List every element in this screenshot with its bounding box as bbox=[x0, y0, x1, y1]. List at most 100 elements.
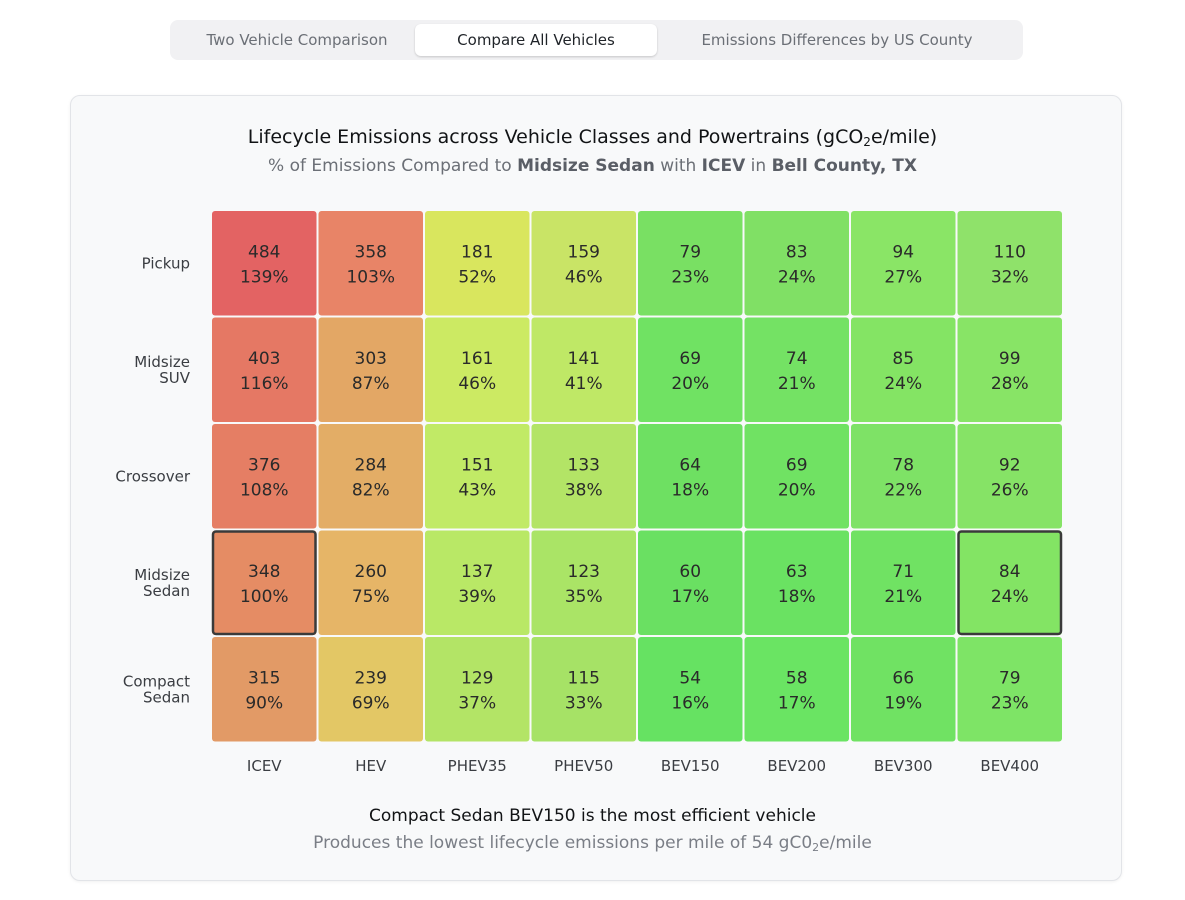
heatmap-cell[interactable] bbox=[425, 211, 530, 316]
heatmap-cell[interactable] bbox=[638, 317, 743, 423]
heatmap-cell[interactable] bbox=[957, 317, 1063, 423]
row-label: Midsize bbox=[134, 566, 190, 584]
column-label: HEV bbox=[355, 757, 387, 775]
column-label: PHEV50 bbox=[554, 757, 613, 775]
summary-detail: Produces the lowest lifecycle emissions … bbox=[313, 833, 872, 854]
cell-percent-label: 46% bbox=[458, 374, 496, 394]
highlight-outline bbox=[211, 530, 317, 636]
heatmap-cell[interactable] bbox=[957, 530, 1063, 636]
heatmap-cell[interactable] bbox=[638, 211, 743, 316]
cell-percent-label: 23% bbox=[991, 693, 1029, 713]
column-label: PHEV35 bbox=[448, 757, 507, 775]
cell-value-label: 63 bbox=[786, 562, 808, 582]
cell-percent-label: 28% bbox=[991, 374, 1029, 394]
cell-percent-label: 108% bbox=[240, 480, 289, 500]
cell-percent-label: 69% bbox=[352, 693, 390, 713]
heatmap-cell[interactable] bbox=[638, 637, 743, 742]
heatmap-cell[interactable] bbox=[851, 424, 956, 529]
heatmap-cell[interactable] bbox=[851, 637, 956, 742]
heatmap-cell[interactable] bbox=[212, 637, 317, 742]
cell-percent-label: 139% bbox=[240, 267, 289, 287]
heatmap-cell[interactable] bbox=[531, 637, 637, 742]
heatmap-cell[interactable] bbox=[425, 637, 530, 742]
heatmap-cell[interactable] bbox=[744, 637, 850, 742]
tab-compare-all-vehicles[interactable]: Compare All Vehicles bbox=[415, 24, 657, 56]
cell-percent-label: 46% bbox=[565, 267, 603, 287]
cell-value-label: 85 bbox=[892, 349, 914, 369]
row-label: SUV bbox=[159, 369, 191, 387]
heatmap-cell[interactable] bbox=[744, 424, 850, 529]
cell-value-label: 115 bbox=[568, 668, 600, 688]
cell-percent-label: 24% bbox=[778, 267, 816, 287]
row-label: Midsize bbox=[134, 353, 190, 371]
heatmap-cell[interactable] bbox=[531, 317, 637, 423]
heatmap-cell[interactable] bbox=[638, 530, 743, 636]
cell-value-label: 284 bbox=[355, 455, 387, 475]
cell-percent-label: 20% bbox=[778, 480, 816, 500]
cell-percent-label: 21% bbox=[884, 587, 922, 607]
heatmap-cell[interactable] bbox=[851, 211, 956, 316]
cell-value-label: 58 bbox=[786, 668, 808, 688]
heatmap-cell[interactable] bbox=[318, 424, 424, 529]
heatmap-cell[interactable] bbox=[425, 530, 530, 636]
cell-value-label: 141 bbox=[568, 349, 600, 369]
heatmap-cell[interactable] bbox=[957, 637, 1063, 742]
heatmap-cell[interactable] bbox=[212, 317, 317, 423]
row-label: Sedan bbox=[143, 688, 190, 706]
heatmap-cell[interactable] bbox=[531, 530, 637, 636]
cell-percent-label: 100% bbox=[240, 587, 289, 607]
cell-value-label: 54 bbox=[679, 668, 701, 688]
cell-percent-label: 21% bbox=[778, 374, 816, 394]
tab-two-vehicle-comparison[interactable]: Two Vehicle Comparison bbox=[206, 31, 388, 49]
cell-percent-label: 19% bbox=[884, 693, 922, 713]
heatmap-cell[interactable] bbox=[638, 424, 743, 529]
row-label: Pickup bbox=[142, 254, 190, 272]
heatmap-cell[interactable] bbox=[531, 211, 637, 316]
heatmap-cell[interactable] bbox=[212, 530, 317, 636]
cell-value-label: 159 bbox=[568, 242, 600, 262]
cell-value-label: 133 bbox=[568, 455, 600, 475]
cell-value-label: 181 bbox=[461, 242, 493, 262]
column-label: BEV400 bbox=[980, 757, 1039, 775]
comparison-tabs: Two Vehicle Comparison Compare All Vehic… bbox=[170, 20, 1023, 60]
heatmap-cell[interactable] bbox=[212, 211, 317, 316]
column-label: BEV200 bbox=[767, 757, 826, 775]
heatmap-cell[interactable] bbox=[318, 317, 424, 423]
cell-value-label: 137 bbox=[461, 562, 493, 582]
heatmap-cell[interactable] bbox=[851, 530, 956, 636]
cell-percent-label: 32% bbox=[991, 267, 1029, 287]
heatmap-cell[interactable] bbox=[318, 530, 424, 636]
cell-percent-label: 17% bbox=[671, 587, 709, 607]
cell-percent-label: 23% bbox=[671, 267, 709, 287]
cell-percent-label: 87% bbox=[352, 374, 390, 394]
tab-emissions-by-county[interactable]: Emissions Differences by US County bbox=[701, 31, 973, 49]
cell-value-label: 110 bbox=[994, 242, 1026, 262]
heatmap-cell[interactable] bbox=[318, 211, 424, 316]
heatmap-cell[interactable] bbox=[957, 211, 1063, 316]
cell-percent-label: 43% bbox=[458, 480, 496, 500]
heatmap-cell[interactable] bbox=[531, 424, 637, 529]
cell-percent-label: 20% bbox=[671, 374, 709, 394]
heatmap-cell[interactable] bbox=[318, 637, 424, 742]
cell-value-label: 69 bbox=[786, 455, 808, 475]
cell-value-label: 403 bbox=[248, 349, 280, 369]
heatmap-cell[interactable] bbox=[212, 424, 317, 529]
heatmap-cell[interactable] bbox=[744, 317, 850, 423]
heatmap-cell[interactable] bbox=[851, 317, 956, 423]
cell-value-label: 161 bbox=[461, 349, 493, 369]
heatmap-cell[interactable] bbox=[425, 317, 530, 423]
heatmap-cell[interactable] bbox=[425, 424, 530, 529]
cell-value-label: 64 bbox=[679, 455, 701, 475]
cell-value-label: 348 bbox=[248, 562, 280, 582]
cell-percent-label: 24% bbox=[884, 374, 922, 394]
heatmap-cell[interactable] bbox=[744, 211, 850, 316]
cell-percent-label: 17% bbox=[778, 693, 816, 713]
cell-value-label: 84 bbox=[999, 562, 1021, 582]
heatmap-cell[interactable] bbox=[957, 424, 1063, 529]
cell-value-label: 358 bbox=[355, 242, 387, 262]
heatmap-cell[interactable] bbox=[744, 530, 850, 636]
cell-percent-label: 103% bbox=[346, 267, 395, 287]
cell-percent-label: 26% bbox=[991, 480, 1029, 500]
cell-value-label: 69 bbox=[679, 349, 701, 369]
cell-value-label: 376 bbox=[248, 455, 280, 475]
